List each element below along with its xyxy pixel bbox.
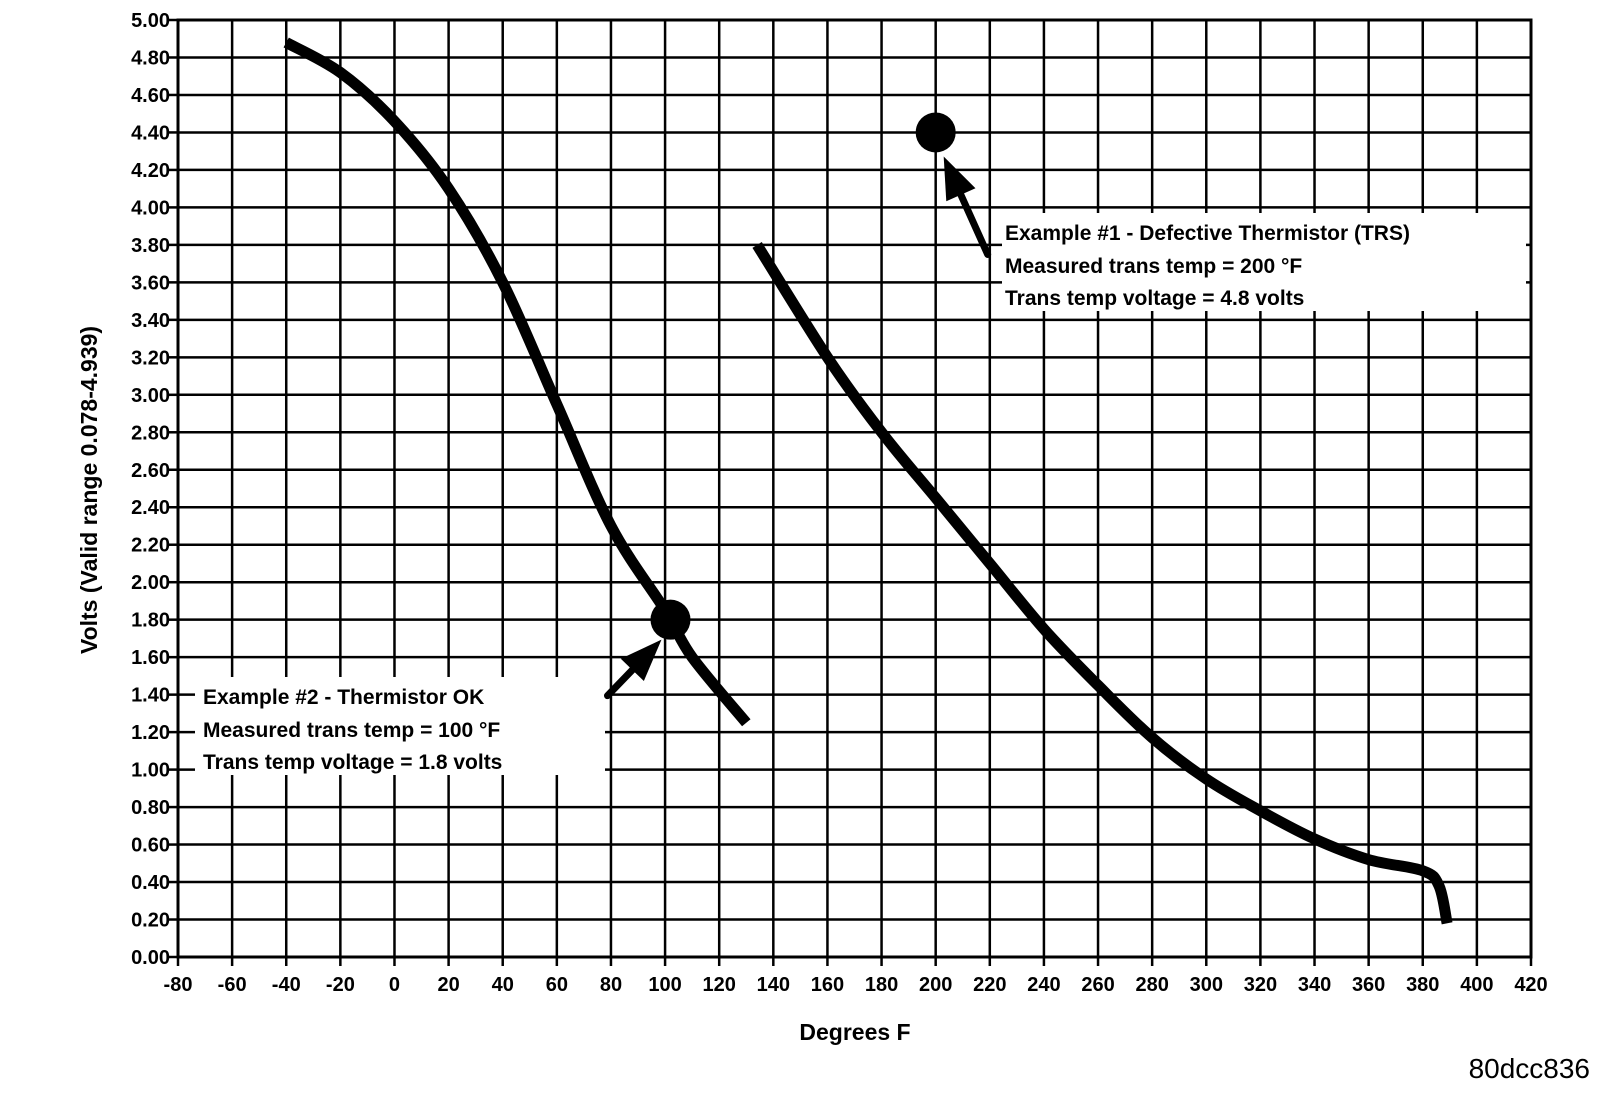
series-line-2 (752, 241, 1453, 925)
y-tick-label: 2.40 (131, 497, 170, 519)
y-tick-label: 3.60 (131, 272, 170, 294)
annotation-1: Example #1 - Defective Thermistor (TRS) … (1005, 222, 1410, 310)
x-tick-label: 80 (600, 974, 622, 996)
y-tick-label: 3.00 (131, 385, 170, 407)
y-tick-label: 5.00 (131, 10, 170, 32)
x-tick-label: 280 (1135, 974, 1168, 996)
annotation-2-line-3: Trans temp voltage = 1.8 volts (203, 751, 502, 774)
annotation-2-line-1: Example #2 - Thermistor OK (203, 686, 484, 709)
y-tick-label: 4.20 (131, 160, 170, 182)
example-1-marker (915, 112, 956, 153)
y-tick-label: 2.20 (131, 535, 170, 557)
example-2-marker (650, 599, 691, 640)
y-tick-label: 1.20 (131, 722, 170, 744)
x-tick-label: 360 (1352, 974, 1385, 996)
plot-frame (176, 18, 1533, 959)
y-tick-label: 0.20 (131, 910, 170, 932)
x-tick-label: -40 (272, 974, 301, 996)
y-tick-label: 2.00 (131, 572, 170, 594)
x-axis-title: Degrees F (799, 1019, 910, 1045)
y-tick-label: 2.60 (131, 460, 170, 482)
y-tick-label: 0.40 (131, 872, 170, 894)
annotation-2: Example #2 - Thermistor OK Measured tran… (203, 686, 502, 774)
x-tick-label: 320 (1244, 974, 1277, 996)
y-tick-label: 3.80 (131, 235, 170, 257)
x-axis-ticks: -80 -60 -40 -20 0 20 40 60 80 100 120 140 160 180 200 2… (164, 957, 1548, 996)
annotation-1-line-1: Example #1 - Defective Thermistor (TRS) (1005, 222, 1410, 245)
arrows (603, 156, 992, 700)
x-tick-label: -20 (326, 974, 355, 996)
y-tick-label: 0.60 (131, 835, 170, 857)
x-tick-label: 380 (1406, 974, 1439, 996)
x-tick-label: 60 (546, 974, 568, 996)
x-tick-label: 220 (973, 974, 1006, 996)
x-tick-label: 260 (1081, 974, 1114, 996)
x-tick-label: 100 (648, 974, 681, 996)
x-tick-label: 240 (1027, 974, 1060, 996)
y-tick-label: 2.80 (131, 422, 170, 444)
y-tick-label: 1.80 (131, 610, 170, 632)
x-tick-label: -80 (164, 974, 193, 996)
figure-id: 80dcc836 (1469, 1053, 1590, 1084)
y-tick-label: 0.00 (131, 947, 170, 969)
y-tick-label: 4.00 (131, 197, 170, 219)
grid-lines (178, 20, 1531, 957)
y-tick-label: 4.40 (131, 122, 170, 144)
x-tick-label: 40 (492, 974, 514, 996)
annotation-1-background (1002, 213, 1526, 311)
y-tick-label: 3.20 (131, 347, 170, 369)
x-tick-label: 180 (865, 974, 898, 996)
annotation-1-line-2: Measured trans temp = 200 °F (1005, 255, 1302, 278)
x-tick-label: 340 (1298, 974, 1331, 996)
y-axis-title: Volts (Valid range 0.078-4.939) (76, 326, 102, 654)
annotation-2-background (195, 677, 605, 775)
x-tick-label: 140 (757, 974, 790, 996)
x-tick-label: 0 (389, 974, 400, 996)
example-2-arrow (603, 639, 662, 700)
markers (650, 112, 956, 640)
y-axis-ticks: 0.00 0.20 0.40 0.60 0.80 1.00 1.20 1.40 1.60 1.80… (131, 10, 178, 969)
x-tick-label: 160 (811, 974, 844, 996)
x-tick-label: 200 (919, 974, 952, 996)
y-tick-label: 3.40 (131, 310, 170, 332)
annotation-2-line-2: Measured trans temp = 100 °F (203, 719, 500, 742)
x-tick-label: 120 (703, 974, 736, 996)
x-tick-label: 300 (1190, 974, 1223, 996)
y-tick-label: 4.80 (131, 47, 170, 69)
y-tick-label: 1.40 (131, 685, 170, 707)
x-tick-label: 400 (1460, 974, 1493, 996)
y-tick-label: 1.00 (131, 760, 170, 782)
x-tick-label: -60 (218, 974, 247, 996)
y-tick-label: 0.80 (131, 797, 170, 819)
y-tick-label: 4.60 (131, 85, 170, 107)
y-tick-label: 1.60 (131, 647, 170, 669)
annotation-1-line-3: Trans temp voltage = 4.8 volts (1005, 287, 1304, 310)
x-tick-label: 420 (1514, 974, 1547, 996)
example-1-arrow (943, 156, 992, 258)
x-tick-label: 20 (437, 974, 459, 996)
